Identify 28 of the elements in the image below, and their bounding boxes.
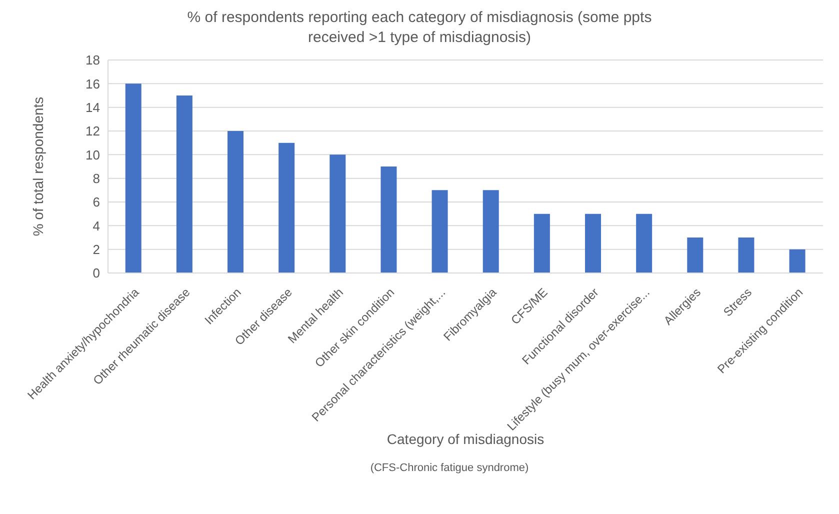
bar bbox=[482, 190, 499, 273]
y-tick-label: 16 bbox=[86, 76, 100, 92]
bar bbox=[585, 214, 602, 273]
y-tick-label: 8 bbox=[92, 170, 100, 186]
y-tick-label: 12 bbox=[86, 124, 100, 139]
y-tick-label: 18 bbox=[86, 52, 100, 68]
bar bbox=[176, 96, 192, 273]
bar bbox=[278, 142, 295, 273]
y-tick-label: 4 bbox=[92, 218, 100, 234]
chart-title: % of respondents reporting each category of misdiagnosis (some ppts received >1 type of misdiagnosis) bbox=[186, 8, 653, 48]
y-tick-label: 0 bbox=[92, 266, 100, 281]
bar bbox=[789, 249, 806, 273]
bar bbox=[636, 214, 652, 273]
bar bbox=[687, 238, 704, 273]
bar bbox=[380, 166, 397, 273]
bar bbox=[432, 190, 448, 273]
y-tick-label: 2 bbox=[92, 242, 100, 257]
y-axis-title: % of total respondents bbox=[30, 96, 46, 236]
bar bbox=[125, 84, 142, 273]
bar bbox=[534, 214, 550, 273]
y-tick-label: 14 bbox=[86, 100, 100, 115]
text: (CFS-Chronic fatigue syndrome) bbox=[369, 462, 530, 474]
y-tick-label: 10 bbox=[86, 147, 100, 162]
x-axis-title: Category of misdiagnosis bbox=[386, 431, 544, 447]
bar bbox=[228, 131, 244, 273]
bar bbox=[330, 154, 346, 273]
bar bbox=[738, 238, 754, 273]
y-tick-label: 6 bbox=[92, 194, 100, 210]
